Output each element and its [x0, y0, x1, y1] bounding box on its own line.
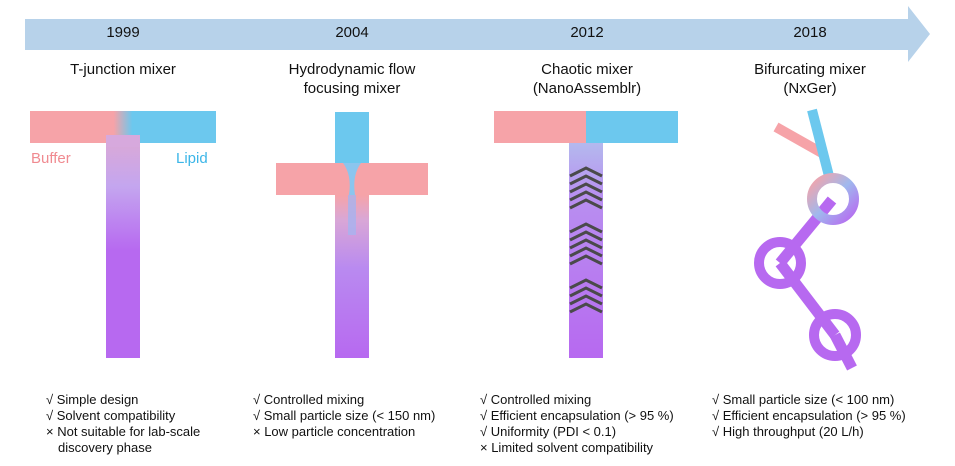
list-item: √ Solvent compatibility [46, 408, 176, 423]
list-item: √ Uniformity (PDI < 0.1) [480, 424, 617, 439]
t-junction-mixer-graphic [30, 111, 216, 358]
feature-list: √ Controlled mixing √ Efficient encapsul… [480, 392, 674, 456]
mixer-title: Hydrodynamic flow focusing mixer [288, 61, 416, 97]
list-item: × Low particle concentration [253, 424, 416, 439]
list-item: √ High throughput (20 L/h) [712, 424, 864, 439]
year-label: 2004 [335, 24, 369, 41]
list-item: √ Small particle size (< 150 nm) [253, 408, 436, 423]
list-item: × Not suitable for lab-scale [46, 424, 201, 439]
buffer-label: Buffer [31, 150, 71, 167]
year-label: 2012 [570, 24, 604, 41]
year-label: 1999 [106, 24, 140, 41]
feature-list: √ Small particle size (< 100 nm) √ Effic… [712, 392, 906, 440]
herringbone-chevrons [569, 166, 603, 314]
list-item: √ Controlled mixing [253, 392, 365, 407]
bifurcating-mixer-graphic [754, 108, 861, 371]
lipid-label: Lipid [176, 150, 208, 167]
mixer-title: Bifurcating mixer (NxGer) [754, 61, 866, 97]
list-item: discovery phase [58, 440, 152, 455]
list-item: √ Efficient encapsulation (> 95 %) [480, 408, 674, 423]
list-item: √ Efficient encapsulation (> 95 %) [712, 408, 906, 423]
chaotic-mixer-graphic [494, 111, 678, 358]
year-label: 2018 [793, 24, 827, 41]
mixer-title: T-junction mixer [70, 61, 176, 78]
timeline-arrow [25, 6, 930, 62]
list-item: √ Simple design [46, 392, 139, 407]
list-item: × Limited solvent compatibility [480, 440, 654, 455]
mixer-title: Chaotic mixer (NanoAssemblr) [532, 61, 642, 97]
list-item: √ Controlled mixing [480, 392, 592, 407]
list-item: √ Small particle size (< 100 nm) [712, 392, 895, 407]
feature-list: √ Controlled mixing √ Small particle siz… [253, 392, 435, 440]
flow-focusing-mixer-graphic [276, 112, 428, 358]
feature-list: √ Simple design √ Solvent compatibility … [46, 392, 200, 456]
